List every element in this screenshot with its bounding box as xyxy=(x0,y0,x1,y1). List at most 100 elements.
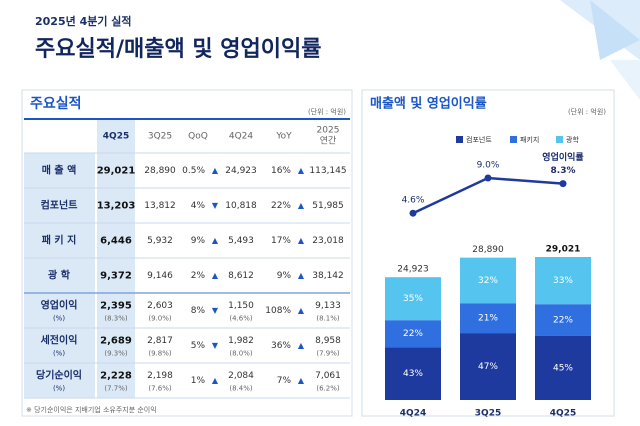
segment-label: 35% xyxy=(403,294,423,304)
segment-label: 47% xyxy=(478,362,498,372)
cell-value: 9% xyxy=(277,271,292,281)
cell-arrow: ▲ xyxy=(298,306,305,315)
cell-value: 24,923 xyxy=(225,166,257,176)
cell-sub: (8.3%) xyxy=(104,315,128,323)
segment-label: 22% xyxy=(553,315,573,325)
cell-value: 8,612 xyxy=(228,271,254,281)
cell-value: 13,203 xyxy=(97,201,136,212)
line-name: 영업이익률 xyxy=(542,151,583,163)
cell-value: 8,958 xyxy=(315,336,341,346)
row-label: 세전이익 xyxy=(41,334,78,347)
cell-value: 1% xyxy=(191,376,206,386)
bar-segment xyxy=(535,335,591,400)
cell-arrow: ▲ xyxy=(212,236,219,245)
deco-tri xyxy=(590,0,640,60)
margin-label: 9.0% xyxy=(477,161,500,171)
column-header: QoQ xyxy=(188,132,208,142)
decoration xyxy=(560,0,640,100)
cell-arrow: ▲ xyxy=(298,271,305,280)
cell-value: 1,982 xyxy=(228,336,254,346)
x-tick-label: 4Q24 xyxy=(400,409,426,419)
cell-value: 2,689 xyxy=(100,336,132,347)
cell-arrow: ▲ xyxy=(298,166,305,175)
cell-value: 4% xyxy=(191,201,206,211)
cell-value: 113,145 xyxy=(309,166,346,176)
bar-segment xyxy=(460,303,516,334)
cell-value: 108% xyxy=(265,306,291,316)
cell-value: 2,198 xyxy=(147,371,173,381)
margin-point xyxy=(559,180,567,188)
highlight-col-bg xyxy=(97,120,135,398)
cell-arrow: ▼ xyxy=(212,341,219,350)
cell-sub: (8.0%) xyxy=(229,350,253,358)
cell-sub: (8.4%) xyxy=(229,385,253,393)
row-label: 매 출 액 xyxy=(42,164,77,177)
bar-segment xyxy=(535,257,591,305)
cell-value: 2% xyxy=(191,271,206,281)
cell-value: 36% xyxy=(271,341,291,351)
cell-arrow: ▲ xyxy=(212,271,219,280)
margin-label: 4.6% xyxy=(402,196,425,206)
legend-label: 컴포넌트 xyxy=(466,135,492,144)
column-header: 연간 xyxy=(320,136,337,147)
subtitle: 2025년 4분기 실적 xyxy=(35,14,132,28)
row-label: 광 학 xyxy=(48,269,71,282)
cell-value: 9% xyxy=(191,236,206,246)
cell-value: 9,372 xyxy=(100,271,132,282)
column-header: YoY xyxy=(275,132,292,142)
cell-value: 2,817 xyxy=(147,336,173,346)
footnote: ※ 당기순이익은 지배기업 소유주지분 순이익 xyxy=(26,405,157,414)
column-header: 3Q25 xyxy=(148,132,172,142)
cell-value: 51,985 xyxy=(312,201,344,211)
cell-value: 2,395 xyxy=(100,301,132,312)
segment-label: 22% xyxy=(403,329,423,339)
chart-title: 매출액 및 영업이익률 xyxy=(370,96,487,112)
column-header: 4Q25 xyxy=(103,132,129,142)
cell-arrow: ▼ xyxy=(212,306,219,315)
cell-arrow: ▲ xyxy=(298,376,305,385)
cell-value: 29,021 xyxy=(97,166,136,177)
row-label: 영업이익 xyxy=(41,299,78,312)
cell-value: 2,603 xyxy=(147,301,173,311)
cell-value: 6,446 xyxy=(100,236,132,247)
cell-value: 2,228 xyxy=(100,371,132,382)
x-tick-label: 4Q25 xyxy=(550,409,576,419)
cell-value: 2,084 xyxy=(228,371,254,381)
cell-sub: (7.9%) xyxy=(316,350,340,358)
legend-swatch xyxy=(510,136,517,143)
cell-value: 5,932 xyxy=(147,236,173,246)
bar-segment xyxy=(460,333,516,400)
cell-sub: (7.7%) xyxy=(104,385,128,393)
chart-unit: (단위 : 억원) xyxy=(568,107,606,116)
cell-arrow: ▼ xyxy=(212,201,219,210)
cell-value: 22% xyxy=(271,201,291,211)
cell-arrow: ▲ xyxy=(212,166,219,175)
table-panel xyxy=(21,89,353,417)
x-tick-label: 3Q25 xyxy=(475,409,501,419)
chart-panel xyxy=(361,89,615,417)
margin-label: 8.3% xyxy=(551,166,576,176)
legend-label: 패키지 xyxy=(520,135,539,144)
row-label: 패 키 지 xyxy=(42,234,77,247)
legend-label: 광학 xyxy=(566,135,579,144)
row-sublabel: (%) xyxy=(53,350,65,358)
legend-swatch xyxy=(556,136,563,143)
segment-label: 33% xyxy=(553,276,573,286)
column-header: 2025 xyxy=(317,126,340,136)
margin-point xyxy=(409,209,417,217)
cell-sub: (6.2%) xyxy=(316,385,340,393)
cell-sub: (9.3%) xyxy=(104,350,128,358)
cell-arrow: ▲ xyxy=(298,236,305,245)
cell-value: 23,018 xyxy=(312,236,344,246)
cell-arrow: ▲ xyxy=(298,341,305,350)
segment-label: 45% xyxy=(553,363,573,373)
total-label: 28,890 xyxy=(472,245,504,255)
cell-value: 13,812 xyxy=(144,201,176,211)
cell-value: 10,818 xyxy=(225,201,257,211)
cell-value: 5% xyxy=(191,341,206,351)
bar-segment xyxy=(385,347,441,400)
legend-swatch xyxy=(456,136,463,143)
cell-value: 28,890 xyxy=(144,166,176,176)
cell-sub: (8.1%) xyxy=(316,315,340,323)
